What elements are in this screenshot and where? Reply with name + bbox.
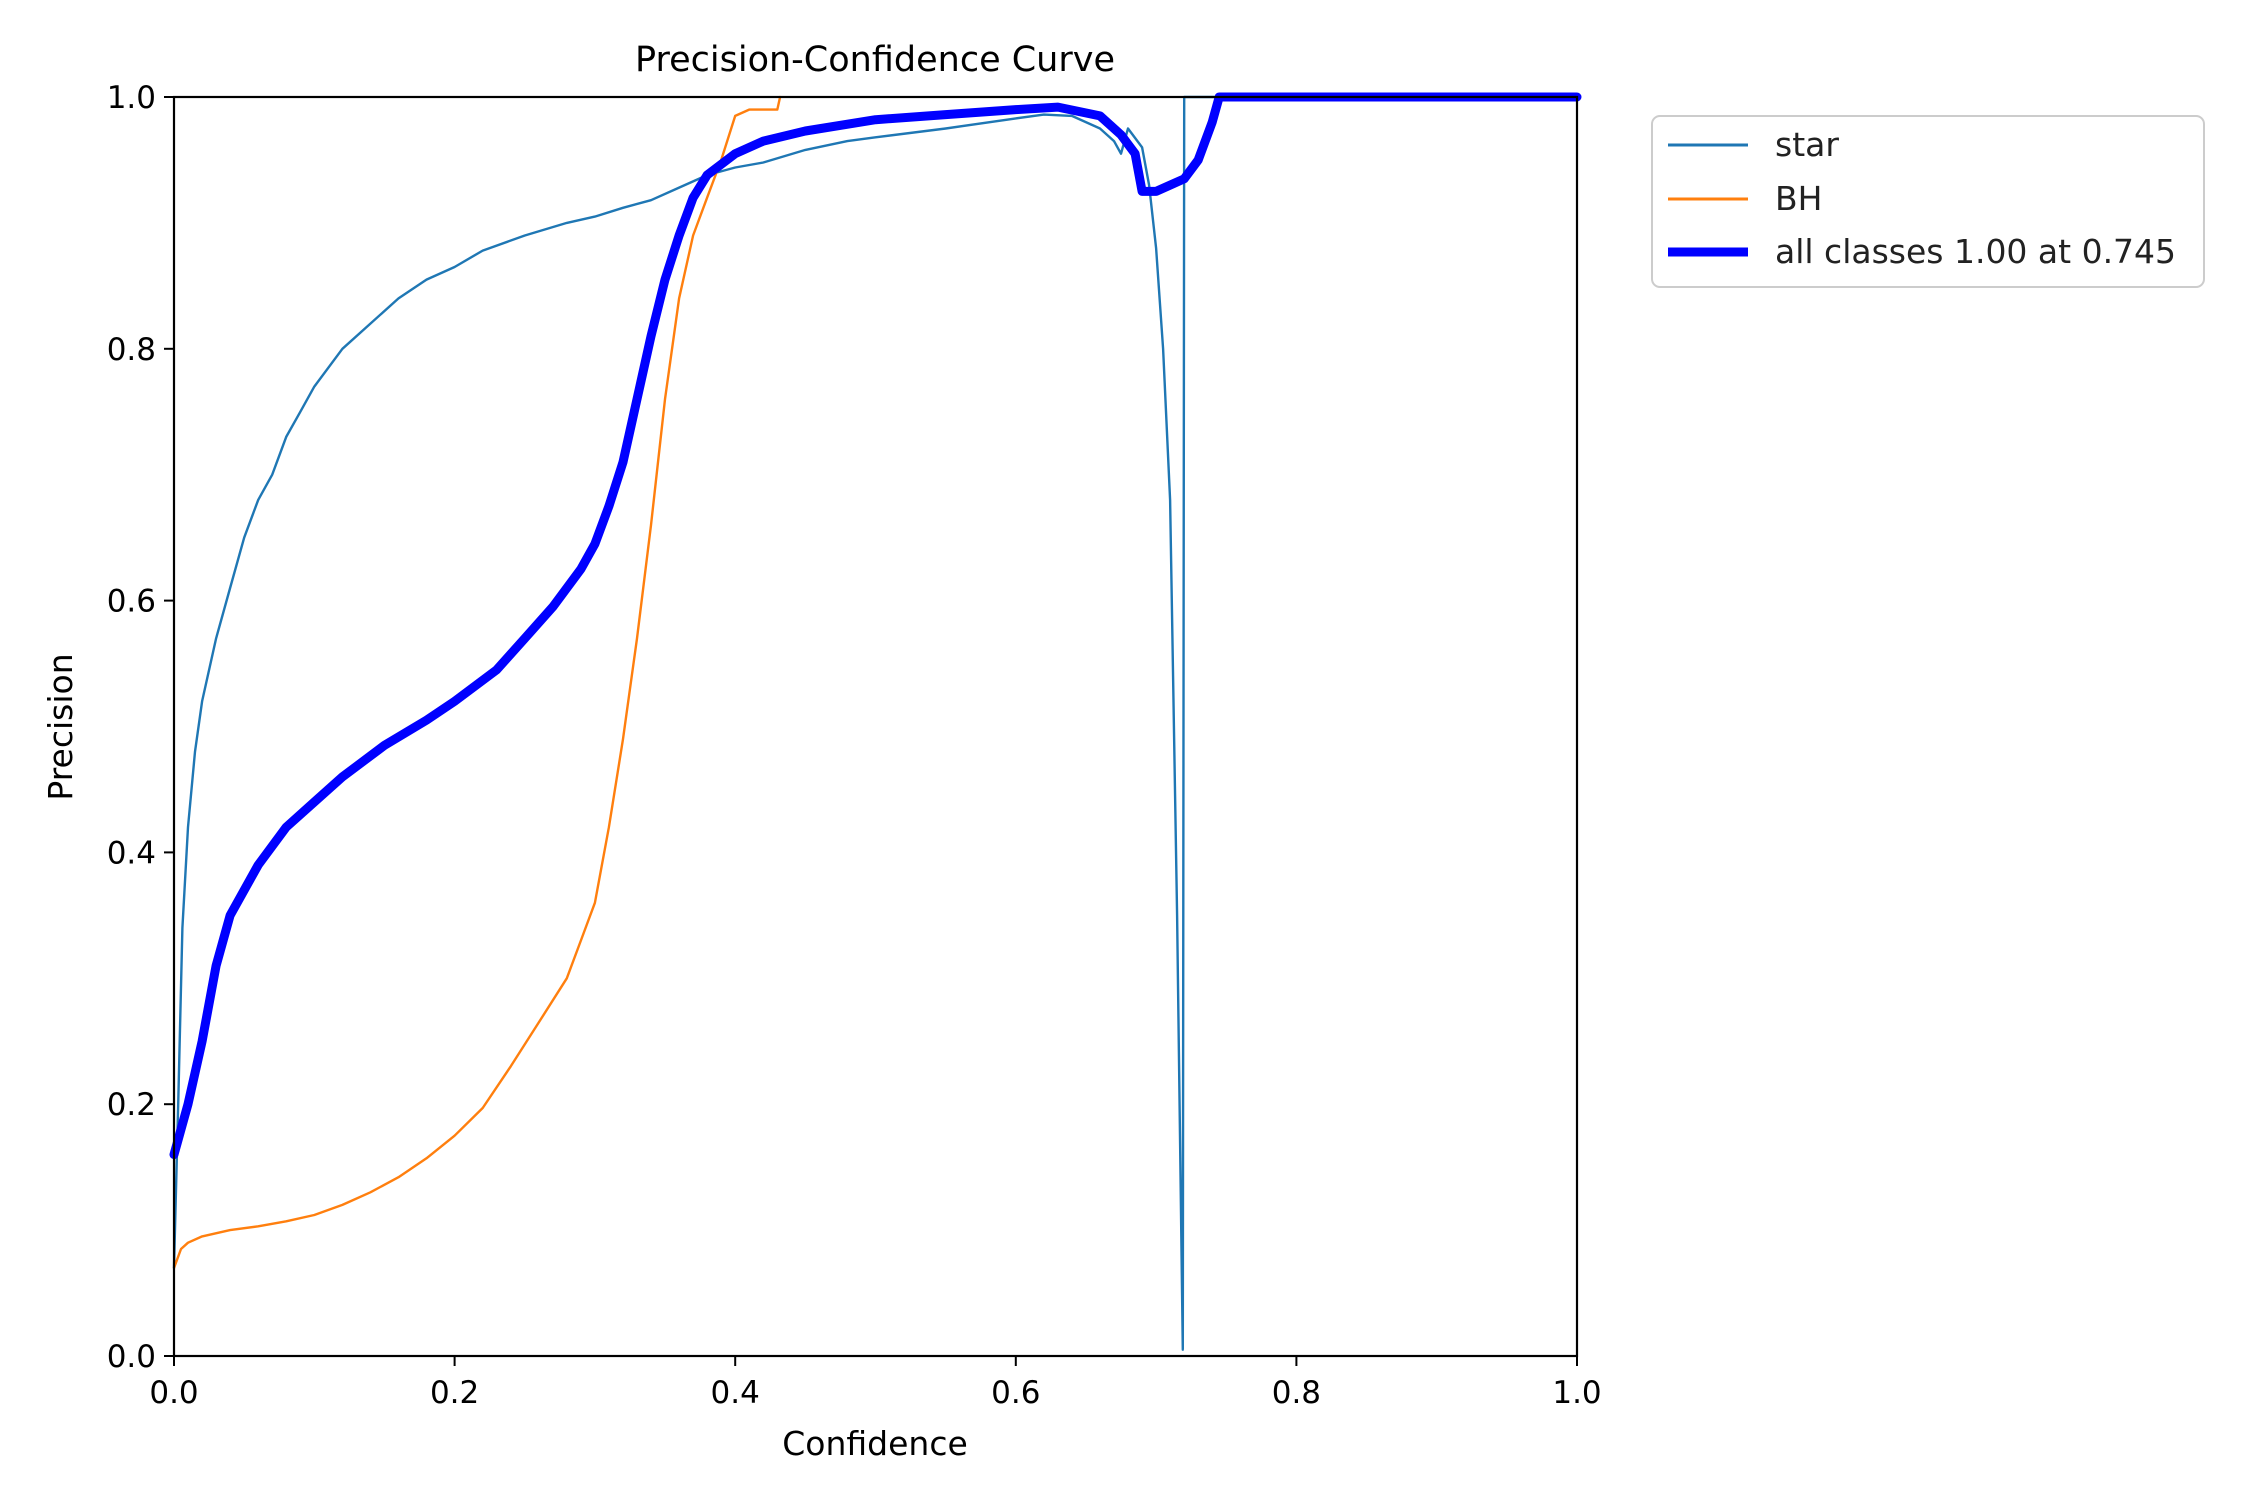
legend-label-all-classes: all classes 1.00 at 0.745 [1775,232,2176,271]
y-tick-label: 0.0 [107,1339,156,1375]
x-tick-label: 0.0 [149,1375,198,1411]
y-tick-label: 0.6 [107,584,156,620]
series-layer [169,92,1582,1351]
legend-label-bh: BH [1775,179,1822,218]
series-star [172,95,1579,1351]
chart-title: Precision-Confidence Curve [635,40,1115,80]
x-tick-label: 1.0 [1552,1375,1601,1411]
y-tick-label: 0.4 [107,835,156,871]
x-tick-label: 0.2 [430,1375,479,1411]
y-tick-label: 0.2 [107,1087,156,1123]
legend-box [1651,115,2205,288]
x-axis-label: Confidence [782,1424,968,1463]
y-tick-label: 0.8 [107,332,156,368]
series-all-classes [169,92,1582,1160]
plot-frame [172,95,1579,1358]
x-tick-label: 0.4 [711,1375,760,1411]
x-tick-label: 0.8 [1272,1375,1321,1411]
x-axis-ticks: 0.0 0.2 0.4 0.6 0.8 1.0 [149,1356,1602,1411]
legend: star BH all classes 1.00 at 0.745 [1651,115,2205,288]
y-tick-label: 1.0 [107,80,156,116]
legend-label-star: star [1775,125,1839,164]
y-axis-ticks: 0.0 0.2 0.4 0.6 0.8 1.0 [107,80,174,1375]
y-axis-label: Precision [41,653,80,800]
x-tick-label: 0.6 [991,1375,1040,1411]
